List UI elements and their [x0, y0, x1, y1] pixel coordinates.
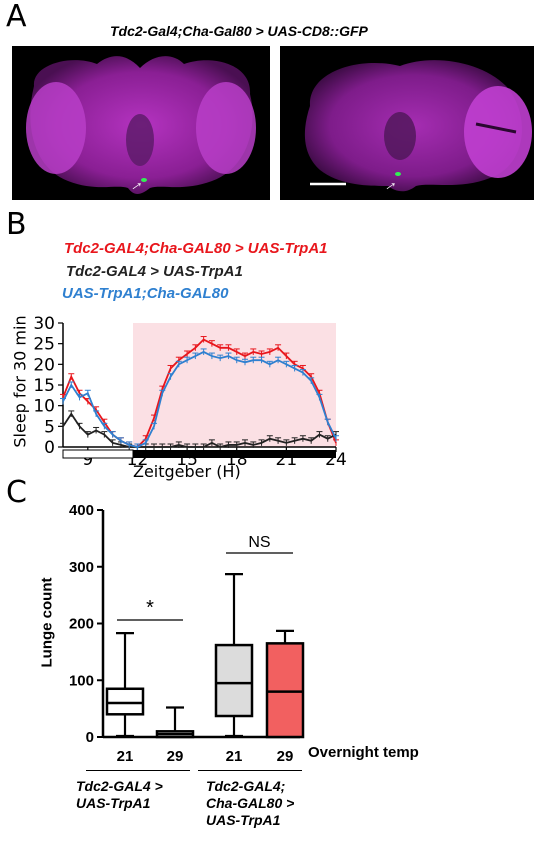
dark-phase-bar — [133, 450, 336, 458]
gfp-signal-right — [395, 172, 401, 176]
lunge-y-tick-label: 0 — [86, 729, 94, 746]
group-label-tdc2-cha-line3: UAS-TrpA1 — [206, 812, 281, 828]
group-bracket-right — [198, 770, 302, 771]
panel-c-letter: C — [6, 475, 27, 510]
sleep-x-axis-label: Zeitgeber (H) — [133, 462, 241, 481]
sleep-series-line-2 — [62, 350, 337, 448]
sleep-y-tick-label: 20 — [33, 355, 55, 375]
significance-label: NS — [248, 534, 270, 551]
lunge-x-tick-label: 21 — [117, 748, 134, 765]
micrograph-left: → — [12, 46, 270, 200]
box-0 — [105, 687, 145, 716]
group-bracket-left — [86, 770, 190, 771]
sleep-y-tick-label: 15 — [33, 376, 55, 396]
lunge-x-tick-label: 29 — [277, 748, 294, 765]
lunge-chart: 0 100 200 300 400 21 29 21 29 * NS — [69, 502, 305, 765]
sleep-y-tick-label: 5 — [44, 417, 55, 437]
group-label-tdc2-line1: Tdc2-GAL4 > — [76, 778, 163, 794]
sleep-series-line-0 — [62, 338, 337, 448]
micrograph-right-art — [304, 60, 532, 192]
micrograph-left-art — [26, 56, 256, 194]
panel-b-letter: B — [6, 207, 27, 242]
group-label-tdc2-line2: UAS-TrpA1 — [76, 795, 151, 811]
box-2 — [214, 643, 254, 718]
panel-a-title: Tdc2-Gal4;Cha-Gal80 > UAS-CD8::GFP — [110, 23, 368, 39]
legend-item-black: Tdc2-GAL4 > UAS-TrpA1 — [66, 263, 243, 280]
lunge-y-tick-label: 400 — [69, 502, 94, 519]
lunge-y-tick-label: 100 — [69, 672, 94, 689]
box-3 — [265, 642, 305, 739]
group-label-tdc2-cha-line2: Cha-GAL80 > — [206, 795, 295, 811]
legend-item-red: Tdc2-GAL4;Cha-GAL80 > UAS-TrpA1 — [64, 240, 328, 257]
significance-label: * — [146, 597, 154, 619]
gfp-signal-left — [141, 178, 147, 182]
light-phase-bar — [62, 449, 134, 459]
sleep-y-tick-label: 0 — [44, 438, 55, 458]
lunge-x-tick-label: 21 — [226, 748, 243, 765]
lunge-y-tick-label: 200 — [69, 616, 94, 633]
sleep-y-tick-label: 30 — [33, 314, 55, 334]
lunge-y-tick-label: 300 — [69, 559, 94, 576]
panel-a-letter: A — [6, 0, 27, 34]
lunge-x-tick-label: 29 — [167, 748, 184, 765]
group-label-tdc2-cha-line1: Tdc2-GAL4; — [206, 778, 286, 794]
sleep-y-tick-label: 25 — [33, 335, 55, 355]
micrograph-right: → — [280, 46, 534, 200]
sleep-series-line-1 — [62, 412, 337, 448]
group-label-tdc2-cha: Tdc2-GAL4; Cha-GAL80 > UAS-TrpA1 — [206, 778, 294, 829]
legend-item-blue: UAS-TrpA1;Cha-GAL80 — [62, 285, 229, 302]
sleep-y-tick-label: 10 — [33, 397, 55, 417]
overnight-temp-label: Overnight temp — [308, 744, 419, 761]
group-label-tdc2: Tdc2-GAL4 > UAS-TrpA1 — [76, 778, 163, 812]
sleep-x-tick-label: 9 — [82, 450, 93, 470]
